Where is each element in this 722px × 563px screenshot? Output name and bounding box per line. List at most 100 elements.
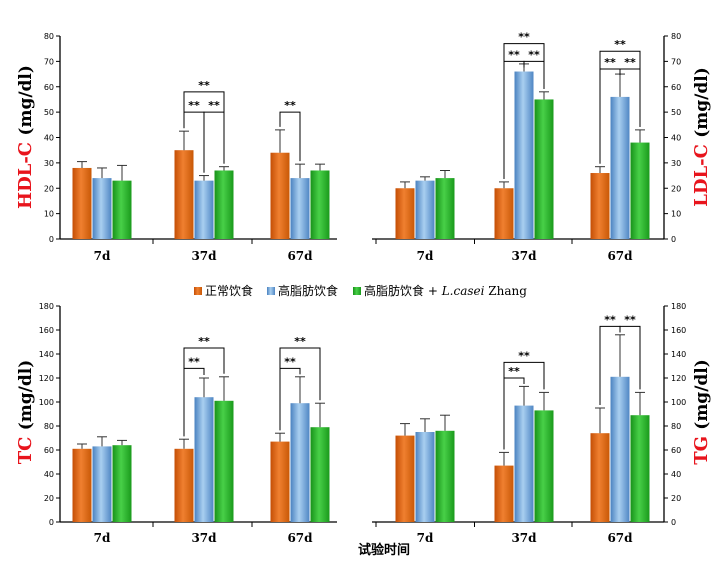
ylabel-tg: TG (mg/dl) — [691, 359, 712, 465]
bar-ldlc-casei — [630, 142, 650, 239]
bar-tg-normal — [590, 433, 610, 522]
x-tick-label-tc: 37d — [191, 531, 217, 545]
y-tick-label-ldlc: 10 — [671, 210, 681, 219]
bar-tg-casei — [630, 415, 650, 522]
y-tick-label-tg: 0 — [671, 518, 676, 527]
bar-hdlc-casei — [310, 170, 330, 239]
y-tick-label-hdlc: 60 — [44, 83, 54, 92]
x-tick-label-tc: 7d — [94, 531, 111, 545]
y-tick-label-tg: 180 — [671, 302, 686, 311]
bar-tg-normal — [395, 435, 415, 522]
bar-tc-highfat — [290, 403, 310, 522]
bar-tc-highfat — [194, 397, 214, 522]
legend-label-normal: 正常饮食 — [205, 283, 253, 298]
bar-ldlc-casei — [534, 99, 554, 239]
significance-label-hdlc: ** — [284, 99, 296, 112]
bar-ldlc-normal — [395, 188, 415, 239]
bar-tg-highfat — [415, 432, 435, 522]
bar-tg-normal — [494, 465, 514, 522]
x-tick-label-ldlc: 7d — [417, 249, 434, 263]
x-tick-label-ldlc: 67d — [607, 249, 633, 263]
bar-hdlc-normal — [174, 150, 194, 239]
significance-label-tc: ** — [294, 335, 306, 348]
y-tick-label-tg: 100 — [671, 398, 686, 407]
bar-ldlc-highfat — [415, 180, 435, 239]
ylabel-ldlc: LDL-C (mg/dl) — [691, 67, 712, 207]
y-tick-label-tg: 60 — [671, 446, 681, 455]
bar-ldlc-highfat — [514, 71, 534, 240]
y-tick-label-hdlc: 50 — [44, 108, 54, 117]
y-tick-label-hdlc: 0 — [49, 235, 54, 244]
y-tick-label-tc: 120 — [39, 374, 54, 383]
bar-ldlc-casei — [435, 178, 455, 239]
bar-tc-casei — [214, 400, 234, 522]
bar-tc-casei — [112, 445, 132, 522]
significance-label-ldlc: ** — [518, 31, 530, 44]
bar-tg-casei — [534, 410, 554, 522]
y-tick-label-tc: 180 — [39, 302, 54, 311]
significance-label-ldlc: ** — [528, 48, 540, 61]
y-tick-label-tc: 80 — [44, 422, 54, 431]
significance-label-tg: ** — [518, 349, 530, 362]
significance-label-tg: ** — [508, 365, 520, 378]
significance-label-ldlc: ** — [604, 56, 616, 69]
y-tick-label-hdlc: 80 — [44, 32, 54, 41]
bar-hdlc-highfat — [194, 180, 214, 239]
y-tick-label-tc: 40 — [44, 470, 54, 479]
bar-hdlc-highfat — [290, 178, 310, 239]
significance-bracket-tg — [619, 325, 641, 390]
y-tick-label-tg: 140 — [671, 350, 686, 359]
y-tick-label-ldlc: 20 — [671, 184, 681, 193]
y-tick-label-ldlc: 30 — [671, 159, 681, 168]
bar-tg-highfat — [610, 376, 630, 522]
chart-hdlc: 0 10 20 30 40 50 60 70 80 7d 37d 67d ** ** ** ** — [44, 32, 337, 263]
significance-bracket-tg — [503, 377, 525, 450]
x-tick-label-ldlc: 37d — [511, 249, 537, 263]
bar-tc-normal — [72, 448, 92, 522]
legend-swatch-casei — [353, 287, 361, 295]
significance-label-ldlc: ** — [614, 38, 626, 51]
y-tick-label-tc: 100 — [39, 398, 54, 407]
significance-label-hdlc: ** — [208, 99, 220, 112]
y-tick-label-ldlc: 50 — [671, 108, 681, 117]
significance-label-tg: ** — [624, 313, 636, 326]
legend-swatch-normal — [194, 287, 202, 295]
y-tick-label-ldlc: 80 — [671, 32, 681, 41]
legend-swatch-highfat — [267, 287, 275, 295]
significance-label-tc: ** — [284, 355, 296, 368]
x-tick-label-tg: 67d — [607, 531, 633, 545]
y-tick-label-hdlc: 40 — [44, 134, 54, 143]
y-tick-label-tg: 80 — [671, 422, 681, 431]
significance-bracket-tc — [279, 367, 301, 431]
x-tick-label-tg: 7d — [417, 531, 434, 545]
bar-tc-normal — [174, 448, 194, 522]
x-tick-label-tc: 67d — [287, 531, 313, 545]
bar-ldlc-normal — [590, 173, 610, 239]
significance-label-tc: ** — [198, 335, 210, 348]
y-tick-label-ldlc: 40 — [671, 134, 681, 143]
y-tick-label-ldlc: 60 — [671, 83, 681, 92]
y-tick-label-tg: 120 — [671, 374, 686, 383]
y-tick-label-tc: 20 — [44, 494, 54, 503]
ylabel-hdlc: HDL-C (mg/dl) — [15, 65, 36, 209]
y-tick-label-tg: 160 — [671, 326, 686, 335]
bar-ldlc-highfat — [610, 96, 630, 240]
y-tick-label-tc: 160 — [39, 326, 54, 335]
legend: 正常饮食 高脂肪饮食 高脂肪饮食 + L.casei Zhang — [194, 283, 527, 298]
significance-label-tg: ** — [604, 313, 616, 326]
bar-hdlc-casei — [214, 170, 234, 239]
y-tick-label-tg: 20 — [671, 494, 681, 503]
chart-panels: 0 10 20 30 40 50 60 70 80 7d 37d 67d ** ** ** ** 0 10 20 30… — [39, 31, 687, 545]
x-axis-title: 试验时间 — [358, 542, 410, 558]
bar-tc-highfat — [92, 446, 112, 522]
significance-label-hdlc: ** — [198, 79, 210, 92]
significance-bracket-hdlc — [203, 111, 225, 173]
y-tick-label-ldlc: 0 — [671, 235, 676, 244]
y-tick-label-hdlc: 30 — [44, 159, 54, 168]
significance-label-ldlc: ** — [508, 48, 520, 61]
bar-ldlc-normal — [494, 188, 514, 239]
significance-label-ldlc: ** — [624, 56, 636, 69]
significance-bracket-ldlc — [619, 68, 641, 127]
bar-tc-normal — [270, 441, 290, 522]
chart-tg: 0 20 40 60 80 100 120 140 160 180 7d 37d 67d ** ** ** ** — [372, 302, 686, 545]
